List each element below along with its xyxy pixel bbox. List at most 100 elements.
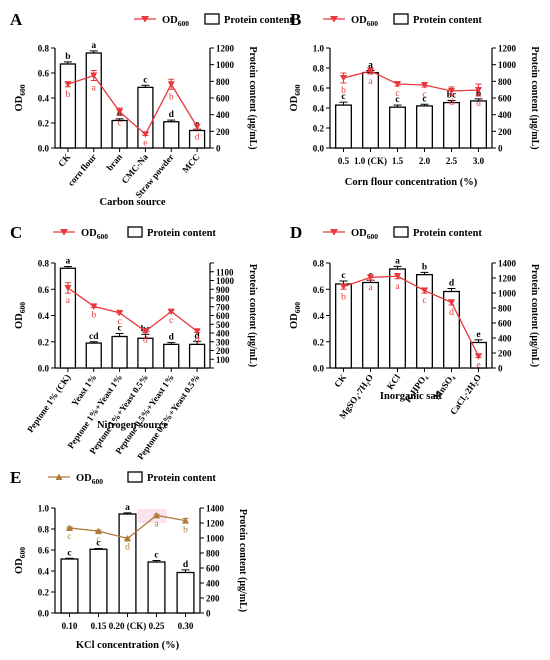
od-line xyxy=(67,287,198,333)
highlight-band xyxy=(137,509,167,523)
protein-significance-letter: d xyxy=(183,560,189,570)
left-tick-label: 0.6 xyxy=(38,69,50,79)
left-tick-label: 0.6 xyxy=(38,285,50,295)
right-tick-label: 800 xyxy=(216,77,230,87)
right-tick-label: 900 xyxy=(216,285,230,295)
left-tick-label: 0.4 xyxy=(38,567,50,577)
left-tick-label: 0.6 xyxy=(313,84,325,94)
od-significance-letter: c xyxy=(67,532,71,542)
od-significance-letter: b xyxy=(169,92,174,102)
od-significance-letter: c xyxy=(117,119,121,129)
x-tick-label: 0.15 xyxy=(91,621,107,631)
od-marker xyxy=(421,82,428,89)
x-tick-label: 0.30 xyxy=(178,621,194,631)
left-tick-label: 0.6 xyxy=(313,285,325,295)
chart-panel-a: A OD600 Protein content 0.0 0.2 0.4 0.6 0.8 0 200… xyxy=(10,10,293,208)
od-marker xyxy=(64,284,72,292)
protein-bar xyxy=(416,105,433,149)
legend-od-subscript: 600 xyxy=(92,477,104,486)
right-tick-label: 1000 xyxy=(206,534,225,544)
x-tick-label: 0.20 (CK) xyxy=(109,621,147,631)
od-significance-letter: c xyxy=(395,89,399,99)
right-tick-label: 400 xyxy=(216,110,230,120)
right-tick-label: 1000 xyxy=(216,276,235,286)
left-tick-label: 0.8 xyxy=(313,64,325,74)
legend-od-label: OD600 xyxy=(351,15,378,28)
legend-od-marker xyxy=(330,16,338,23)
left-tick-label: 0.4 xyxy=(38,311,50,321)
left-tick-label: 0.4 xyxy=(313,104,325,114)
od-marker xyxy=(90,303,98,310)
right-tick-label: 0 xyxy=(498,364,503,374)
right-tick-label: 1100 xyxy=(216,267,234,277)
x-axis-label: Inorganic salt xyxy=(380,391,443,402)
od-significance-letter: d xyxy=(143,336,148,346)
x-tick-label: 2.0 xyxy=(419,156,431,166)
left-tick-label: 0.0 xyxy=(313,364,325,374)
left-tick-label: 0.8 xyxy=(38,259,50,269)
od-significance-letter: b xyxy=(183,526,188,536)
right-tick-label: 200 xyxy=(216,127,230,137)
protein-significance-letter: b xyxy=(65,52,70,62)
od-significance-letter: e xyxy=(476,361,480,371)
od-marker xyxy=(193,123,201,131)
protein-bar xyxy=(111,335,128,369)
y-axis-label-right: Protein content (μg/mL) xyxy=(529,46,540,149)
x-tick-label: KCl xyxy=(385,372,403,391)
x-tick-label: 2.5 xyxy=(446,156,458,166)
od-significance-letter: b xyxy=(91,311,96,321)
chart-panel-b: B OD600 Protein content 0.0 0.2 0.4 0.6 0.8 1.0 0… xyxy=(289,10,540,188)
right-tick-label: 1000 xyxy=(498,60,517,70)
legend: OD600 Protein content xyxy=(48,471,216,486)
x-tick-label: bran xyxy=(105,152,125,173)
od-marker xyxy=(116,108,124,116)
od-marker xyxy=(421,287,428,295)
protein-significance-letter: c xyxy=(341,92,345,102)
protein-significance-letter: c xyxy=(395,95,399,105)
y-axis-label-left-subscript: 600 xyxy=(18,84,27,96)
y-axis-label-left-subscript: 600 xyxy=(18,547,27,559)
right-tick-label: 200 xyxy=(498,349,512,359)
od-line xyxy=(67,74,198,136)
y-axis-label-right: Protein content (μg/mL) xyxy=(237,509,248,612)
od-significance-letter: a xyxy=(66,296,71,306)
x-tick-label: Peptone 1% (CK) xyxy=(25,372,72,434)
x-axis-label: Corn flour concentration (%) xyxy=(345,177,478,188)
od-marker xyxy=(448,299,455,306)
od-marker xyxy=(124,534,131,542)
protein-bar xyxy=(85,342,102,369)
x-tick-label: MCC xyxy=(180,152,201,175)
od-significance-letter: a xyxy=(92,84,97,94)
x-axis-label: Carbon source xyxy=(99,197,165,208)
y-axis-label-left-subscript: 600 xyxy=(18,302,27,314)
protein-significance-letter: e xyxy=(476,330,480,340)
right-tick-label: 800 xyxy=(206,549,220,559)
x-axis-label: KCl concentration (%) xyxy=(76,640,180,651)
panel-letter: E xyxy=(10,468,21,487)
od-marker xyxy=(475,353,482,360)
y-axis-label-right: Protein content (μg/mL) xyxy=(529,264,540,367)
x-axis-label: Nitrogen source xyxy=(97,420,168,431)
left-tick-label: 0.4 xyxy=(313,311,325,321)
left-tick-label: 0.8 xyxy=(313,259,325,269)
od-marker xyxy=(340,283,347,291)
y-axis-label-right: Protein content (μg/mL) xyxy=(247,264,258,367)
panel-letter: C xyxy=(10,223,22,242)
x-tick-label: 0.10 xyxy=(62,621,78,631)
right-tick-label: 800 xyxy=(498,304,512,314)
od-marker xyxy=(141,131,149,138)
od-significance-letter: c xyxy=(422,90,426,100)
x-tick-label: 0.5 xyxy=(338,156,350,166)
protein-bar xyxy=(163,121,180,149)
legend: OD600 Protein content xyxy=(134,13,293,28)
right-tick-label: 800 xyxy=(498,77,512,87)
protein-significance-letter: c xyxy=(143,75,147,85)
od-significance-letter: a xyxy=(395,282,400,292)
protein-significance-letter: c xyxy=(341,271,345,281)
od-marker xyxy=(448,88,455,95)
right-tick-label: 100 xyxy=(216,355,230,365)
y-axis-label-left: OD600 xyxy=(289,84,302,111)
od-marker xyxy=(394,273,401,280)
protein-significance-letter: c xyxy=(154,551,158,561)
od-marker xyxy=(90,72,98,79)
